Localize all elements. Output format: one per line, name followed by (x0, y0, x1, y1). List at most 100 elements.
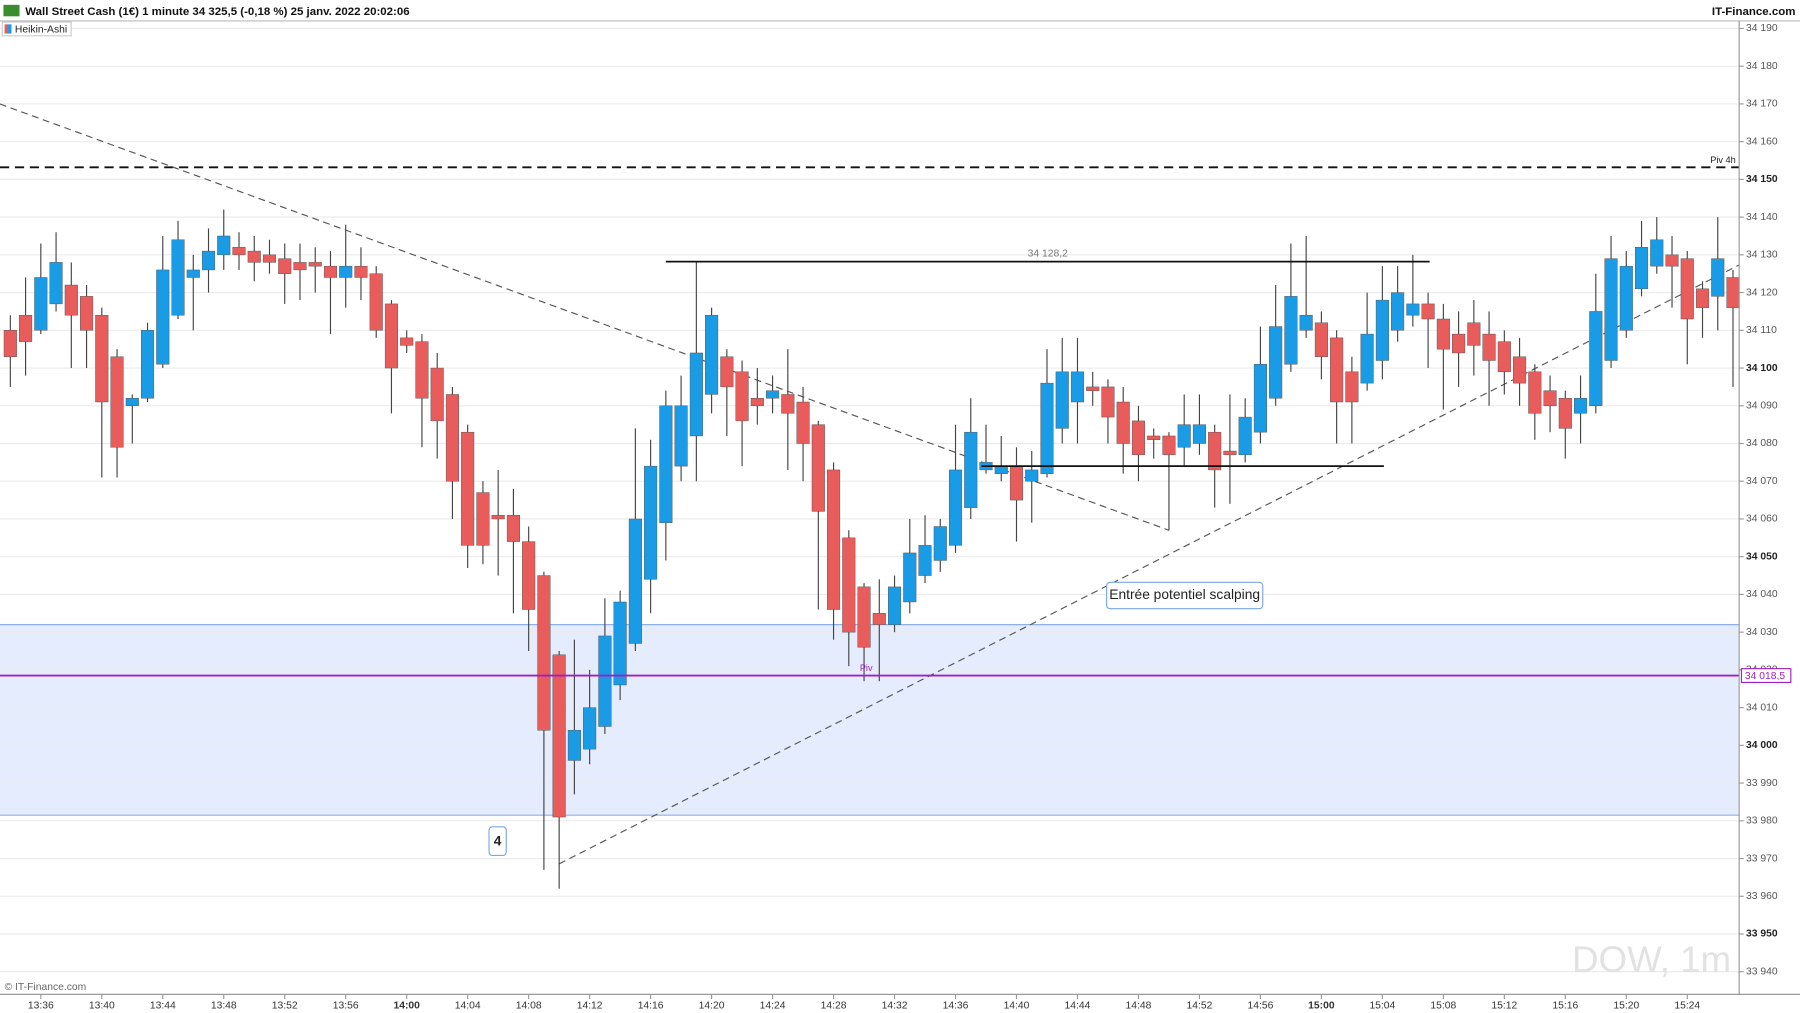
candle-body (1147, 435, 1161, 440)
candle-body (1101, 386, 1115, 418)
candle-body (933, 526, 947, 561)
x-tick-label: 15:08 (1430, 1001, 1456, 1012)
candle-body (186, 269, 200, 278)
source: IT-Finance.com (1712, 6, 1795, 18)
x-tick-label: 15:12 (1491, 1001, 1517, 1012)
candle-body (1467, 322, 1481, 346)
x-tick-label: 14:48 (1126, 1001, 1152, 1012)
x-tick-label: 14:36 (943, 1001, 969, 1012)
candle-body (1238, 416, 1252, 456)
x-tick-label: 15:20 (1613, 1001, 1639, 1012)
candle-body (1375, 299, 1389, 361)
candle-body (1513, 356, 1527, 384)
x-tick-label: 14:20 (699, 1001, 725, 1012)
candle-body (1131, 420, 1145, 456)
candle-body (415, 341, 429, 399)
legend-box (1, 21, 72, 37)
x-tick-label: 15:16 (1552, 1001, 1578, 1012)
x-tick-label: 14:12 (577, 1001, 603, 1012)
candle-body (491, 514, 505, 520)
y-tick-label: 33 990 (1746, 778, 1778, 789)
x-tick-label: 13:48 (211, 1001, 237, 1012)
y-tick-label: 33 980 (1746, 816, 1778, 827)
candle-body (1162, 435, 1176, 456)
candle-body (1421, 303, 1435, 320)
candle-body (613, 601, 627, 686)
candle-body (537, 575, 551, 731)
candle-body (674, 405, 688, 467)
candle-body (918, 545, 932, 576)
candle-body (1436, 318, 1450, 350)
candle-body (339, 265, 353, 278)
candle-body (1009, 465, 1024, 501)
pivot-4h-label: Piv 4h (1710, 155, 1736, 165)
candle-body (522, 541, 536, 610)
candle-body (384, 303, 398, 369)
y-tick-label: 34 140 (1746, 212, 1778, 223)
candle-body (140, 330, 155, 399)
candle-body (34, 277, 48, 331)
candle-body (1604, 258, 1618, 361)
x-tick-label: 14:32 (882, 1001, 908, 1012)
candle-body (323, 265, 338, 278)
candle-body (1330, 337, 1344, 403)
x-tick-label: 13:40 (89, 1001, 115, 1012)
annotation-box (1106, 581, 1264, 610)
y-tick-label: 34 000 (1746, 740, 1778, 751)
candle-body (766, 390, 780, 399)
y-tick-label: 34 110 (1746, 325, 1777, 336)
candle-body (1695, 288, 1710, 308)
candle-body (461, 431, 475, 546)
legend-icon (8, 24, 12, 34)
candle-body (796, 401, 810, 444)
x-tick-label: 14:52 (1187, 1001, 1213, 1012)
candle-body (567, 730, 581, 761)
y-tick-label: 34 070 (1746, 476, 1778, 487)
x-tick-label: 14:00 (393, 1001, 420, 1012)
candle-body (598, 635, 612, 727)
candle-body (857, 586, 871, 648)
candle-body (1574, 397, 1588, 414)
y-tick-label: 34 180 (1746, 61, 1778, 72)
candle-body (1299, 314, 1313, 331)
candle-body (1665, 254, 1679, 267)
candle-body (1711, 258, 1725, 297)
y-tick-label: 34 120 (1746, 287, 1778, 298)
plot-area: Piv 4h 34 128,2 Piv (0, 27, 1740, 973)
y-tick-label: 34 100 (1746, 363, 1778, 374)
x-tick-label: 14:44 (1065, 1001, 1091, 1012)
candle-body (552, 654, 566, 818)
candle-body (1055, 371, 1069, 429)
candle-body (1314, 322, 1328, 357)
x-tick-label: 14:28 (821, 1001, 847, 1012)
candle-body (750, 397, 764, 407)
candle-body (19, 314, 33, 342)
x-tick-label: 14:56 (1247, 1001, 1273, 1012)
watermark: DOW, 1m (1572, 939, 1731, 980)
candle-body (994, 465, 1008, 474)
candle-body (262, 254, 277, 263)
annotation-box (488, 826, 507, 857)
candle-body (827, 469, 841, 610)
candle-body (125, 397, 139, 407)
candle-body (1284, 296, 1298, 365)
candle-body (400, 337, 414, 346)
candle-body (720, 356, 734, 388)
x-tick-label: 13:36 (28, 1001, 54, 1012)
candle-body (1116, 401, 1130, 444)
y-tick-label: 34 060 (1746, 514, 1778, 525)
candle-body (1543, 390, 1557, 407)
candle-body (872, 613, 886, 625)
candle-body (1406, 303, 1420, 316)
x-tick-label: 14:16 (638, 1001, 664, 1012)
candle-body (644, 465, 658, 580)
y-tick-label: 34 170 (1746, 99, 1778, 110)
x-tick-label: 15:24 (1674, 1001, 1700, 1012)
candle-body (628, 518, 642, 644)
candle-body (1086, 386, 1100, 391)
candle-body (1589, 311, 1603, 407)
candle-body (156, 269, 170, 365)
candle-body (887, 586, 902, 625)
